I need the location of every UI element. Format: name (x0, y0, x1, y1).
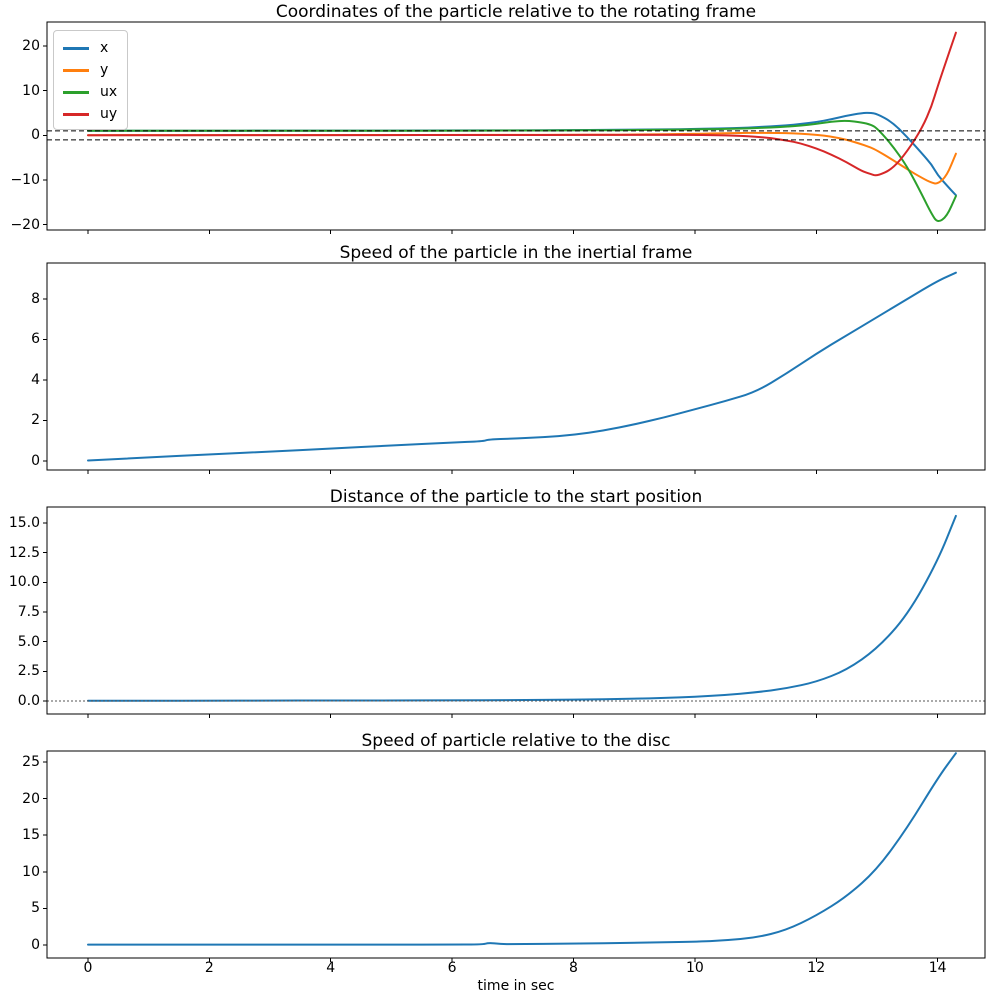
y-tick-label: 0 (31, 452, 40, 469)
y-tick-label: 2 (31, 412, 40, 429)
y-tick-label: 5 (31, 900, 40, 917)
y-tick-label: 2.5 (17, 663, 40, 680)
series-x (87, 111, 957, 197)
series-uy (87, 31, 957, 177)
subplot-4-title: Speed of particle relative to the disc (361, 731, 671, 751)
subplot-4-plot (43, 750, 986, 962)
legend-swatch-uy (63, 112, 89, 116)
x-tick-label: 0 (83, 960, 93, 976)
x-tick-label: 8 (569, 960, 578, 976)
y-tick-label: 0 (31, 127, 40, 144)
series-distance (87, 514, 957, 702)
y-tick-label: 10 (22, 82, 40, 99)
subplot-2-plot (43, 262, 986, 474)
subplot-1-title: Coordinates of the particle relative to … (275, 2, 757, 22)
subplot-3-plot (43, 506, 986, 718)
x-tick-label: 4 (326, 960, 336, 976)
x-tick-label: 6 (447, 960, 457, 976)
legend-label-y: y (100, 62, 109, 78)
y-tick-label: 7.5 (17, 603, 40, 620)
series-speed_rel_disc (87, 752, 957, 946)
x-tick-label: 2 (204, 960, 214, 976)
legend-swatch-y (63, 68, 89, 72)
y-tick-label: 10 (22, 863, 40, 880)
legend-item-ux: ux (63, 81, 117, 103)
series-y (87, 131, 957, 185)
x-tick-label: 12 (807, 960, 826, 976)
x-axis-label: time in sec (477, 978, 555, 994)
legend-swatch-x (63, 46, 89, 50)
legend-label-ux: ux (100, 84, 118, 100)
subplot-3-title: Distance of the particle to the start po… (329, 487, 703, 507)
y-tick-label: −10 (10, 172, 40, 188)
legend-label-x: x (100, 40, 109, 56)
y-tick-label: 12.5 (8, 544, 40, 561)
series-ux (87, 119, 957, 223)
y-tick-label: −20 (10, 216, 40, 233)
y-tick-label: 4 (31, 371, 40, 388)
legend-item-uy: uy (63, 103, 117, 125)
y-tick-label: 8 (31, 291, 40, 308)
legend-item-x: x (63, 37, 117, 59)
y-tick-label: 0.0 (17, 692, 40, 709)
axes-frame (46, 750, 986, 959)
x-tick-label: 10 (685, 960, 704, 976)
y-tick-label: 6 (31, 331, 40, 348)
subplot-1-plot (43, 21, 986, 234)
x-tick-label: 14 (928, 960, 947, 976)
legend-swatch-ux (63, 90, 89, 94)
y-tick-label: 15 (22, 827, 40, 844)
axes-frame (46, 21, 986, 231)
y-tick-label: 20 (22, 790, 40, 807)
y-tick-label: 10.0 (8, 574, 40, 591)
axes-frame (46, 506, 986, 715)
legend: x y ux uy (53, 30, 129, 130)
y-tick-label: 20 (22, 38, 40, 55)
legend-label-uy: uy (100, 106, 118, 122)
series-speed_inertial (87, 271, 957, 462)
subplot-2-title: Speed of the particle in the inertial fr… (339, 243, 693, 263)
axes-frame (46, 262, 986, 471)
y-tick-label: 15.0 (8, 515, 40, 531)
y-tick-label: 5.0 (17, 633, 40, 650)
y-tick-label: 0 (31, 936, 40, 953)
legend-item-y: y (63, 59, 117, 81)
y-tick-label: 25 (22, 753, 40, 770)
